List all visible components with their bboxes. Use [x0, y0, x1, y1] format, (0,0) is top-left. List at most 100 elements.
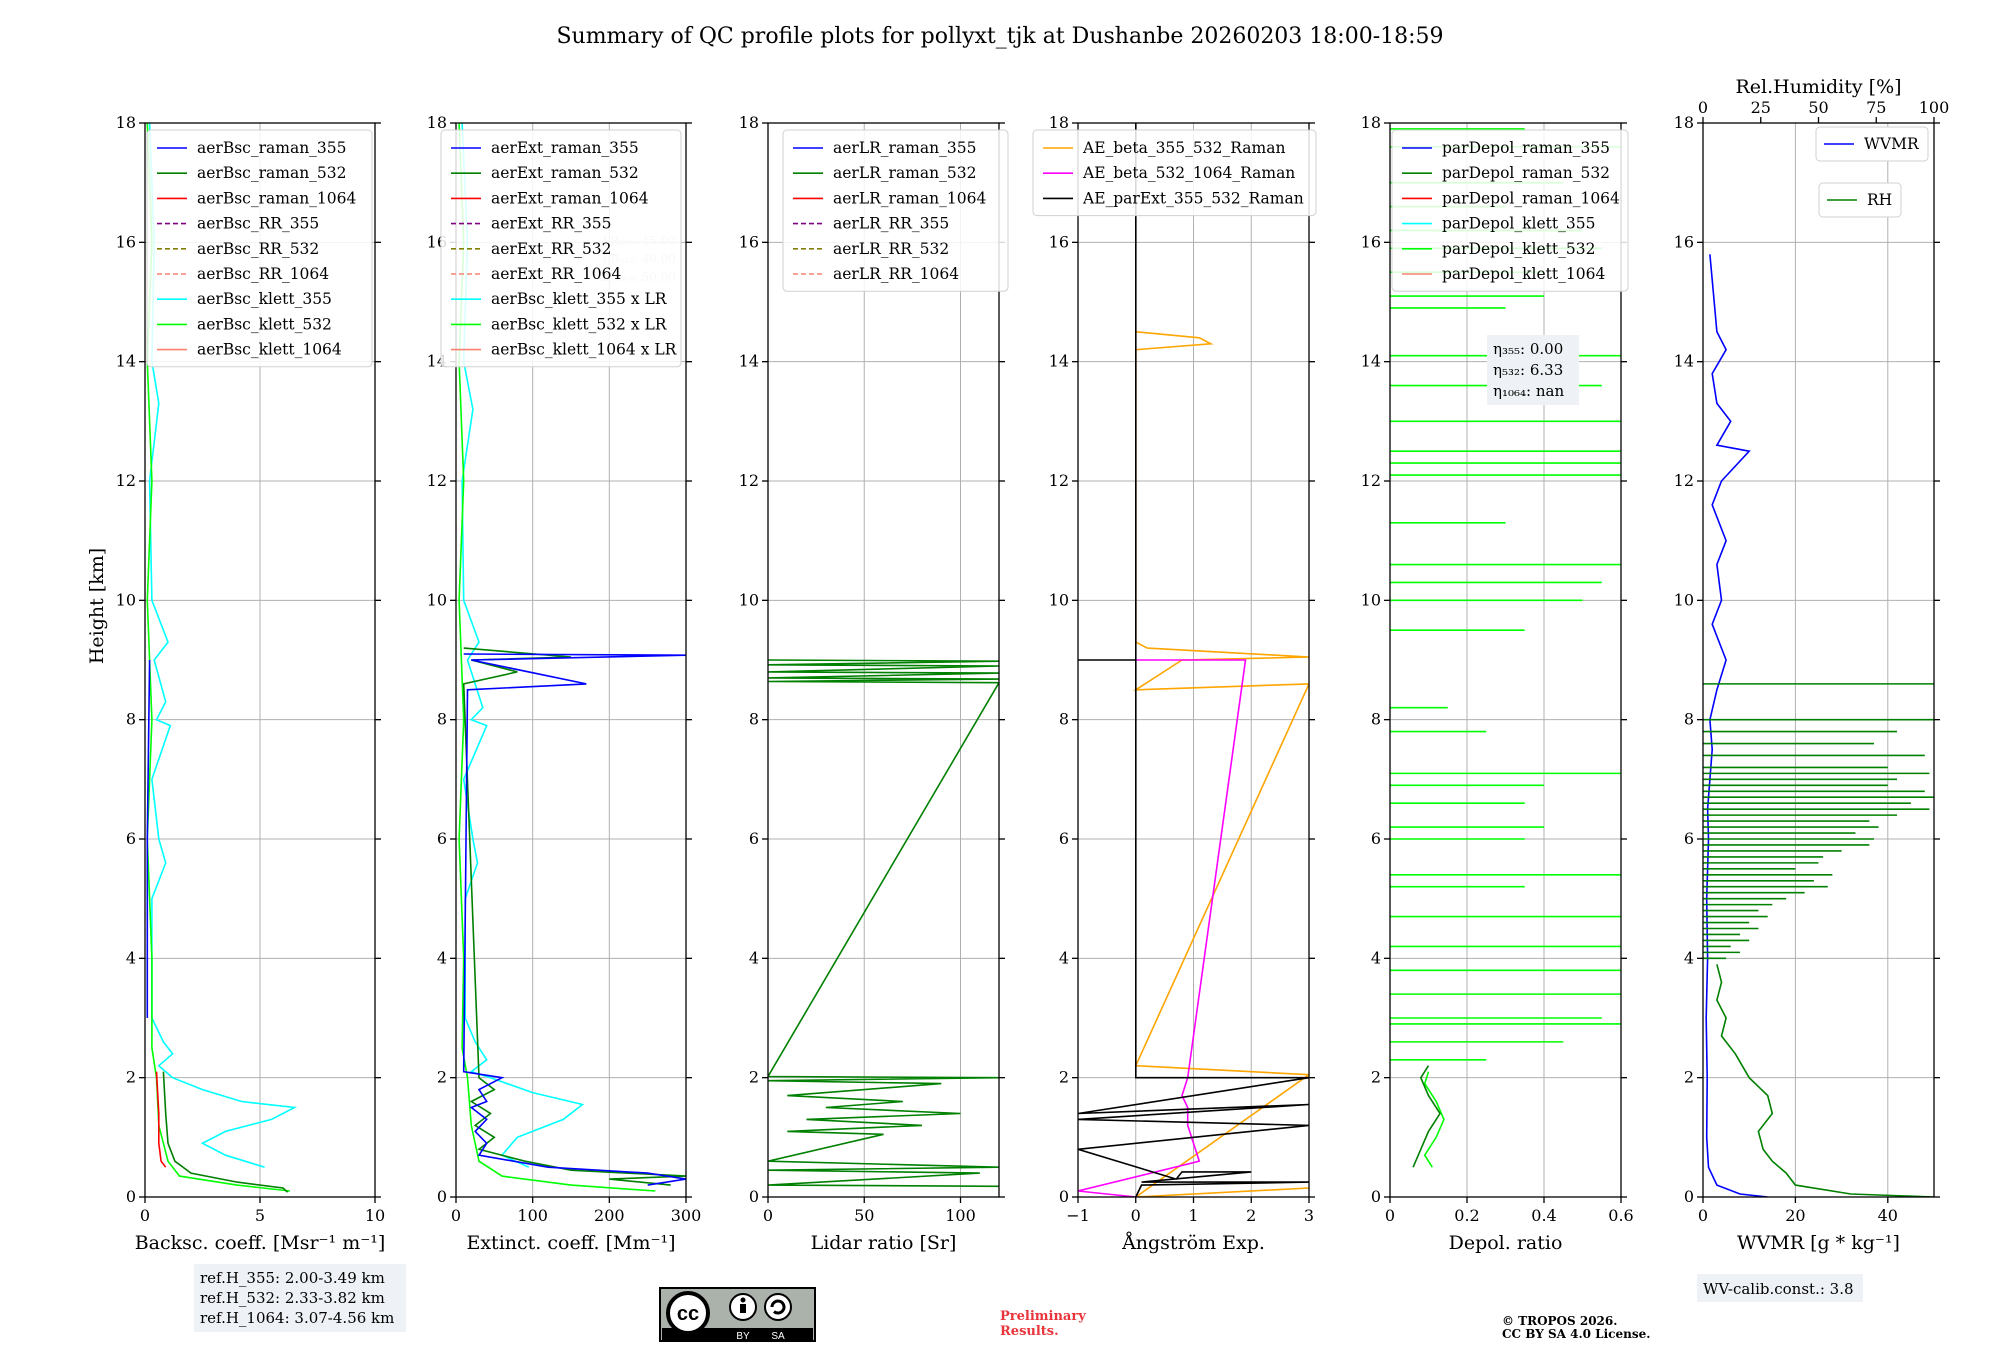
legend-entry: aerLR_raman_1064	[833, 189, 986, 207]
legend-entry: aerBsc_RR_532	[197, 240, 319, 258]
y-tick-label: 4	[126, 948, 136, 967]
legend-entry: aerBsc_klett_532 x LR	[491, 315, 668, 333]
y-tick-label: 6	[1684, 829, 1694, 848]
legend-frame	[1818, 182, 1902, 218]
series-line-wvmr	[1705, 254, 1768, 1197]
y-tick-label: 14	[739, 352, 759, 371]
y-tick-label: 2	[126, 1068, 136, 1087]
x-axis-label-lr: Lidar ratio [Sr]	[811, 1232, 957, 1254]
legend-frame	[1815, 126, 1929, 162]
legend-entry: parDepol_klett_1064	[1442, 265, 1605, 283]
y-tick-label: 8	[1059, 710, 1069, 729]
x-tick-label: 100	[517, 1206, 548, 1225]
legend-entry: aerExt_RR_1064	[491, 265, 622, 283]
series-group-bsc	[146, 123, 298, 1193]
legend-bsc: aerBsc_raman_355 aerBsc_raman_532 aerBsc_r…	[146, 129, 373, 368]
series-line-aerext-raman-532	[462, 647, 686, 1186]
y-tick-label: 16	[1049, 232, 1069, 251]
series-line-aerbsc-raman-532	[162, 1071, 289, 1193]
y-tick-label: 10	[1049, 590, 1069, 609]
y-tick-label: 14	[1049, 352, 1069, 371]
sa-label: SA	[771, 1331, 785, 1342]
legend-ext: aerExt_raman_355 aerExt_raman_532 aerExt_r…	[440, 129, 682, 368]
y-tick-label: 18	[1674, 113, 1694, 132]
series-line-aerlr-raman-532	[768, 659, 999, 1188]
x-axis-label-ext: Extinct. coeff. [Mm⁻¹]	[466, 1232, 675, 1254]
legend-entry: aerBsc_raman_355	[197, 139, 347, 157]
legend-frame	[146, 129, 373, 368]
y-tick-label: 12	[427, 471, 447, 490]
legend-entry: WVMR	[1864, 135, 1920, 153]
legend-entry: aerBsc_RR_1064	[197, 265, 329, 283]
y-tick-label: 6	[1371, 829, 1381, 848]
y-tick-label: 16	[1361, 232, 1381, 251]
y-tick-label: 0	[749, 1187, 759, 1206]
x-tick-label: 5	[255, 1206, 265, 1225]
panel-bsc: 0 2 4 6 8 10 12 14 16 18 0 5 10 Backsc. coeff. [Msr⁻¹…	[116, 113, 386, 1254]
legend-entry: AE_beta_355_532_Raman	[1082, 139, 1285, 157]
legend-entry: aerBsc_klett_1064 x LR	[491, 341, 678, 359]
y-tick-label: 6	[749, 829, 759, 848]
y-tick-label: 6	[126, 829, 136, 848]
y-tick-label: 14	[1674, 352, 1694, 371]
eta-box: η₃₅₅: 0.00 η₅₃₂: 6.33 η₁₀₆₄: nan	[1487, 335, 1579, 405]
x-tick-label: 20	[1785, 1206, 1805, 1225]
y-tick-label: 18	[427, 113, 447, 132]
series-group-wv	[1703, 254, 1934, 1197]
series-line-pardepol-klett-532	[1423, 1071, 1445, 1168]
x-axis-label-ae: Ångström Exp.	[1121, 1232, 1265, 1254]
series-line-pardepol-raman-532	[1412, 1065, 1441, 1168]
y-tick-label: 4	[1059, 948, 1069, 967]
x-axis-label-depol: Depol. ratio	[1449, 1232, 1563, 1254]
series-line-aerbsc-raman-1064	[155, 1071, 167, 1168]
series-line-rh	[1716, 964, 1934, 1197]
x-tick-label: 0.2	[1454, 1206, 1479, 1225]
axes-frame	[455, 122, 687, 1198]
y-tick-label: 8	[1371, 710, 1381, 729]
eta-value: η₁₀₆₄: nan	[1493, 382, 1564, 400]
top-x-tick-label: 50	[1808, 98, 1828, 117]
series-line-aerbsc-raman-355	[146, 659, 151, 1018]
y-tick-label: 8	[437, 710, 447, 729]
legend-ae: AE_beta_355_532_Raman AE_beta_532_1064_Ra…	[1032, 129, 1317, 217]
x-axis-label-bsc: Backsc. coeff. [Msr⁻¹ m⁻¹]	[135, 1232, 386, 1254]
legend-entry: aerExt_raman_355	[491, 139, 639, 157]
legend-entry: aerBsc_klett_355	[197, 290, 332, 308]
panel-lr: 0 2 4 6 8 10 12 14 16 18 0 50 100 Lidar ratio [Sr] aer…	[739, 113, 1009, 1254]
series-line-ae-beta-532-1064-raman	[1078, 659, 1247, 1197]
y-tick-label: 12	[1361, 471, 1381, 490]
y-tick-label: 14	[1361, 352, 1381, 371]
legend-entry: parDepol_raman_1064	[1442, 189, 1620, 207]
legend-entry: aerExt_raman_1064	[491, 189, 649, 207]
legend-entry: aerBsc_klett_532	[197, 315, 332, 333]
y-tick-label: 4	[1371, 948, 1381, 967]
legend-entry: AE_parExt_355_532_Raman	[1082, 189, 1304, 207]
y-tick-label: 10	[427, 590, 447, 609]
y-axis-label: Height [km]	[86, 548, 108, 664]
x-tick-label: 2	[1246, 1206, 1256, 1225]
axes-frame	[1389, 122, 1622, 1198]
ref-height-532: ref.H_532: 2.33-3.82 km	[200, 1289, 385, 1307]
x-tick-label: 0	[1131, 1206, 1141, 1225]
y-tick-label: 6	[1059, 829, 1069, 848]
legend-entry: aerBsc_klett_1064	[197, 341, 342, 359]
y-tick-label: 4	[749, 948, 759, 967]
series-group-ae	[1078, 123, 1309, 1197]
x-tick-label: 0	[1698, 1206, 1708, 1225]
x-tick-label: 50	[854, 1206, 874, 1225]
x-tick-label: 0	[140, 1206, 150, 1225]
y-tick-label: 8	[1684, 710, 1694, 729]
y-tick-label: 18	[1361, 113, 1381, 132]
legend-entry: aerLR_raman_532	[833, 164, 976, 182]
y-tick-label: 16	[739, 232, 759, 251]
y-tick-label: 14	[116, 352, 136, 371]
panel-depol: 0 2 4 6 8 10 12 14 16 18 0 0.2 0.4 0.6 Depol. ratio par…	[1361, 113, 1634, 1254]
legend-entry: aerBsc_raman_1064	[197, 189, 357, 207]
preliminary-line-1: Preliminary	[1000, 1309, 1086, 1324]
y-tick-label: 0	[437, 1187, 447, 1206]
ref-height-1064: ref.H_1064: 3.07-4.56 km	[200, 1309, 394, 1327]
x-axis-label-wv: WVMR [g * kg⁻¹]	[1737, 1232, 1900, 1254]
x-tick-label: 40	[1878, 1206, 1898, 1225]
top-x-tick-label: 75	[1866, 98, 1886, 117]
